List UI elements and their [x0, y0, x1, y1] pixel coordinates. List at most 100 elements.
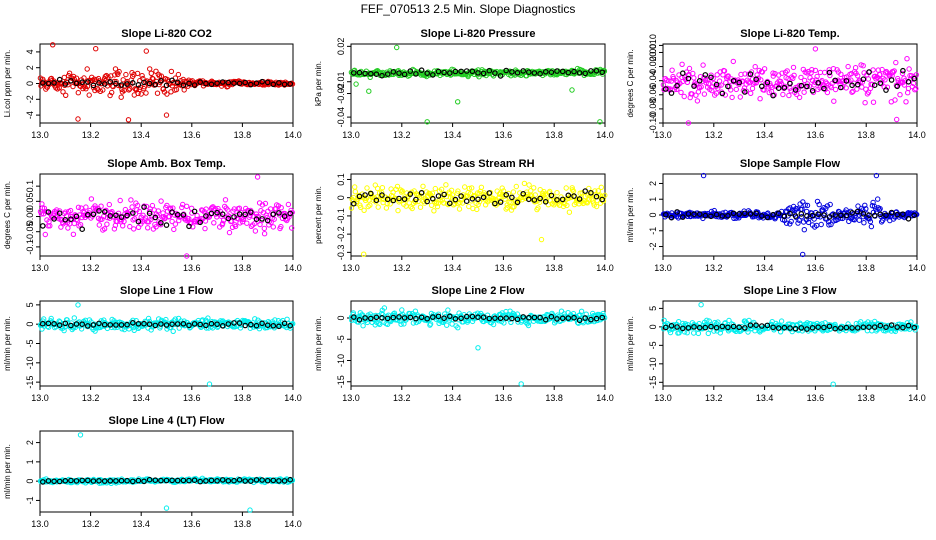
x-tick-label: 14.0: [284, 393, 302, 403]
black-data-point: [826, 214, 833, 220]
outlier-point: [394, 44, 400, 51]
data-point: [62, 92, 69, 99]
data-point: [843, 85, 849, 91]
data-point: [822, 69, 828, 76]
data-point: [511, 204, 517, 210]
black-data-point: [674, 324, 680, 330]
data-point: [563, 185, 569, 191]
black-data-point: [214, 80, 220, 87]
black-data-point: [130, 319, 136, 326]
black-data-point: [696, 324, 703, 331]
y-tick-label: -10: [25, 356, 35, 369]
black-data-point: [668, 322, 675, 329]
data-point: [879, 66, 885, 73]
black-data-point: [725, 83, 731, 90]
black-data-point: [281, 81, 288, 88]
black-data-point: [113, 478, 119, 484]
outlier-point: [812, 46, 819, 52]
data-point: [752, 64, 758, 70]
black-data-point: [158, 78, 164, 84]
data-point: [902, 77, 908, 84]
data-point: [504, 205, 511, 211]
panel-title: Slope Line 1 Flow: [120, 285, 213, 297]
black-data-point: [350, 200, 357, 207]
black-data-point: [469, 313, 476, 320]
black-data-point: [747, 211, 754, 217]
black-data-point: [62, 81, 69, 87]
black-data-point: [849, 325, 855, 331]
data-point: [149, 202, 156, 209]
data-point: [806, 83, 812, 89]
black-data-point: [736, 211, 743, 217]
black-data-point: [401, 315, 408, 321]
black-data-point: [407, 191, 414, 197]
data-point: [595, 188, 601, 194]
data-point: [264, 214, 270, 221]
x-tick-label: 14.0: [284, 263, 302, 273]
y-tick-label: 0.1: [336, 173, 346, 186]
outlier-point: [361, 251, 367, 257]
data-point: [899, 70, 906, 77]
data-point: [67, 207, 74, 214]
data-point: [117, 197, 123, 204]
data-point: [892, 97, 898, 103]
x-tick-label: 13.2: [82, 393, 100, 403]
black-data-point: [458, 193, 464, 199]
black-data-point: [565, 69, 572, 76]
data-point: [745, 329, 751, 335]
black-data-point: [446, 313, 453, 320]
black-data-point: [781, 213, 788, 220]
black-data-point: [264, 217, 271, 224]
data-point: [913, 86, 919, 92]
black-data-point: [356, 69, 363, 76]
data-point: [721, 68, 728, 74]
black-data-point: [509, 194, 515, 201]
data-point: [531, 185, 537, 191]
black-data-point: [276, 80, 282, 86]
outlier-point: [800, 251, 806, 258]
data-point: [289, 81, 296, 87]
black-data-point: [871, 212, 878, 219]
black-data-point: [135, 82, 142, 88]
black-data-point: [565, 192, 572, 199]
x-tick-label: 13.0: [342, 130, 360, 140]
data-point: [537, 199, 543, 205]
black-data-point: [559, 196, 566, 203]
black-data-point: [826, 69, 833, 76]
black-data-point: [435, 313, 442, 320]
data-point: [83, 204, 89, 210]
data-point: [44, 323, 51, 330]
black-data-point: [248, 321, 254, 328]
black-data-point: [191, 82, 198, 88]
black-data-point: [804, 326, 810, 332]
black-data-point: [792, 213, 799, 219]
black-data-point: [571, 193, 577, 199]
panel-7: Slope Line 1 Flow ml/min per min. -15 -10 -5…: [3, 285, 302, 403]
black-data-point: [520, 191, 527, 197]
y-axis-label: percent per min.: [314, 186, 323, 244]
black-data-point: [877, 211, 884, 218]
black-data-point: [429, 314, 436, 320]
black-data-point: [424, 315, 431, 322]
black-data-point: [576, 70, 583, 76]
black-data-point: [725, 213, 731, 219]
black-data-point: [253, 80, 260, 87]
data-point: [705, 330, 711, 337]
x-tick-label: 13.2: [82, 519, 100, 529]
black-data-point: [96, 208, 102, 214]
black-data-point: [85, 79, 91, 85]
black-data-point: [911, 324, 918, 331]
black-data-point: [804, 213, 810, 219]
data-point: [262, 200, 269, 207]
data-point: [428, 202, 435, 209]
black-data-point: [492, 315, 498, 322]
black-data-point: [39, 223, 46, 229]
black-data-point: [860, 211, 867, 217]
data-point: [863, 206, 869, 212]
black-data-point: [191, 477, 198, 484]
y-tick-label: -0.1: [25, 239, 35, 255]
y-tick-label: 0: [25, 322, 35, 327]
black-data-point: [203, 80, 209, 87]
x-tick-label: 13.2: [705, 263, 723, 273]
